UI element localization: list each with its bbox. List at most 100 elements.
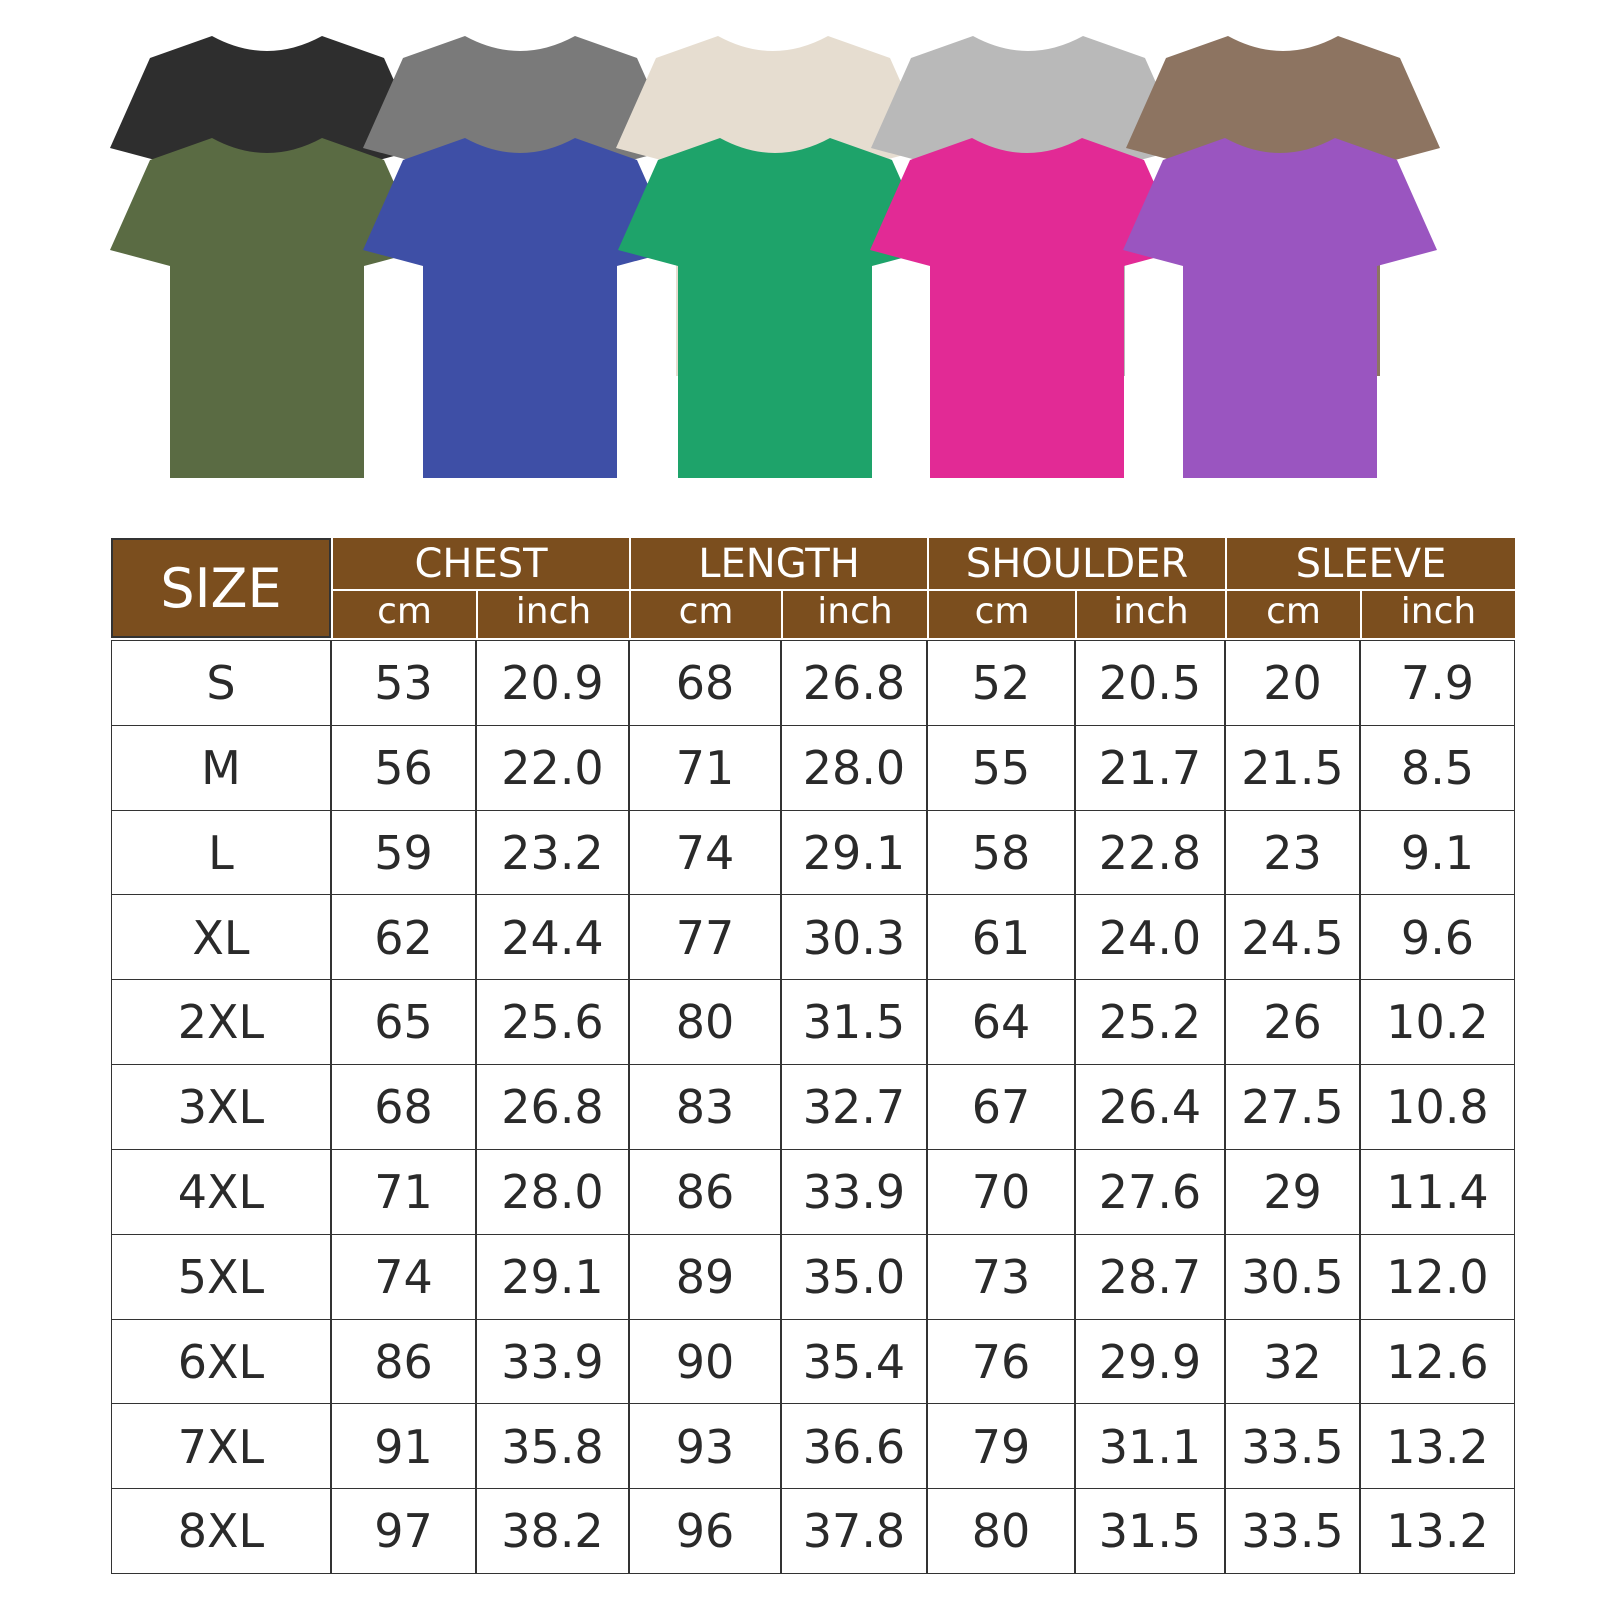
measure-cell: 79	[927, 1403, 1075, 1490]
size-cell: S	[111, 640, 331, 727]
measure-cell: 86	[629, 1148, 781, 1236]
measure-cell: 29.1	[476, 1233, 629, 1321]
measure-cell: 68	[331, 1064, 476, 1151]
measure-cell: 68	[629, 640, 781, 727]
measure-cell: 20	[1225, 640, 1360, 727]
measure-cell: 38.2	[476, 1488, 629, 1575]
measure-cell: 36.6	[781, 1403, 927, 1490]
size-cell: 4XL	[111, 1148, 331, 1236]
measure-cell: 20.9	[476, 640, 629, 727]
size-cell: 5XL	[111, 1233, 331, 1321]
measure-cell: 37.8	[781, 1488, 927, 1575]
measure-cell: 7.9	[1360, 640, 1515, 727]
unit-header: inch	[781, 591, 927, 638]
measure-cell: 12.6	[1360, 1318, 1515, 1405]
measure-cell: 53	[331, 640, 476, 727]
measure-cell: 71	[629, 724, 781, 812]
measure-cell: 97	[331, 1488, 476, 1575]
measure-cell: 61	[927, 894, 1075, 981]
measure-cell: 83	[629, 1064, 781, 1151]
measure-cell: 93	[629, 1403, 781, 1490]
measure-cell: 9.1	[1360, 809, 1515, 896]
measure-cell: 26.8	[781, 640, 927, 727]
measure-cell: 52	[927, 640, 1075, 727]
measure-cell: 29.1	[781, 809, 927, 896]
measure-cell: 22.0	[476, 724, 629, 812]
measure-cell: 24.4	[476, 894, 629, 981]
group-header: CHEST	[331, 538, 629, 591]
group-header: SLEEVE	[1225, 538, 1515, 591]
size-cell: L	[111, 809, 331, 896]
measure-cell: 26.8	[476, 1064, 629, 1151]
measure-cell: 31.1	[1075, 1403, 1225, 1490]
measure-cell: 56	[331, 724, 476, 812]
measure-cell: 71	[331, 1148, 476, 1236]
measure-cell: 29	[1225, 1148, 1360, 1236]
measure-cell: 27.5	[1225, 1064, 1360, 1151]
measure-cell: 59	[331, 809, 476, 896]
measure-cell: 28.0	[476, 1148, 629, 1236]
measure-cell: 10.8	[1360, 1064, 1515, 1151]
measure-cell: 30.5	[1225, 1233, 1360, 1321]
measure-cell: 8.5	[1360, 724, 1515, 812]
unit-header: inch	[476, 591, 629, 638]
size-cell: 8XL	[111, 1488, 331, 1575]
measure-cell: 74	[629, 809, 781, 896]
measure-cell: 77	[629, 894, 781, 981]
measure-cell: 28.7	[1075, 1233, 1225, 1321]
measure-cell: 33.9	[476, 1318, 629, 1405]
measure-cell: 89	[629, 1233, 781, 1321]
measure-cell: 13.2	[1360, 1488, 1515, 1575]
unit-header: cm	[629, 591, 781, 638]
measure-cell: 58	[927, 809, 1075, 896]
size-cell: 3XL	[111, 1064, 331, 1151]
measure-cell: 31.5	[1075, 1488, 1225, 1575]
measure-cell: 55	[927, 724, 1075, 812]
unit-header: cm	[331, 591, 476, 638]
size-cell: 6XL	[111, 1318, 331, 1405]
measure-cell: 11.4	[1360, 1148, 1515, 1236]
measure-cell: 80	[927, 1488, 1075, 1575]
measure-cell: 24.0	[1075, 894, 1225, 981]
unit-header: inch	[1075, 591, 1225, 638]
measure-cell: 35.0	[781, 1233, 927, 1321]
measure-cell: 21.5	[1225, 724, 1360, 812]
measure-cell: 26	[1225, 979, 1360, 1066]
measure-cell: 32	[1225, 1318, 1360, 1405]
size-cell: 2XL	[111, 979, 331, 1066]
measure-cell: 23	[1225, 809, 1360, 896]
measure-cell: 20.5	[1075, 640, 1225, 727]
measure-cell: 80	[629, 979, 781, 1066]
measure-cell: 25.2	[1075, 979, 1225, 1066]
measure-cell: 25.6	[476, 979, 629, 1066]
unit-header: inch	[1360, 591, 1515, 638]
measure-cell: 33.9	[781, 1148, 927, 1236]
measure-cell: 24.5	[1225, 894, 1360, 981]
measure-cell: 33.5	[1225, 1403, 1360, 1490]
measure-cell: 76	[927, 1318, 1075, 1405]
measure-cell: 33.5	[1225, 1488, 1360, 1575]
measure-cell: 91	[331, 1403, 476, 1490]
measure-cell: 64	[927, 979, 1075, 1066]
measure-cell: 12.0	[1360, 1233, 1515, 1321]
unit-header: cm	[927, 591, 1075, 638]
group-header: LENGTH	[629, 538, 927, 591]
measure-cell: 65	[331, 979, 476, 1066]
size-header: SIZE	[111, 538, 331, 638]
measure-cell: 70	[927, 1148, 1075, 1236]
size-cell: M	[111, 724, 331, 812]
size-cell: XL	[111, 894, 331, 981]
measure-cell: 22.8	[1075, 809, 1225, 896]
measure-cell: 23.2	[476, 809, 629, 896]
measure-cell: 73	[927, 1233, 1075, 1321]
measure-cell: 74	[331, 1233, 476, 1321]
measure-cell: 31.5	[781, 979, 927, 1066]
measure-cell: 30.3	[781, 894, 927, 981]
measure-cell: 21.7	[1075, 724, 1225, 812]
measure-cell: 90	[629, 1318, 781, 1405]
group-header: SHOULDER	[927, 538, 1225, 591]
measure-cell: 9.6	[1360, 894, 1515, 981]
measure-cell: 10.2	[1360, 979, 1515, 1066]
measure-cell: 67	[927, 1064, 1075, 1151]
measure-cell: 29.9	[1075, 1318, 1225, 1405]
